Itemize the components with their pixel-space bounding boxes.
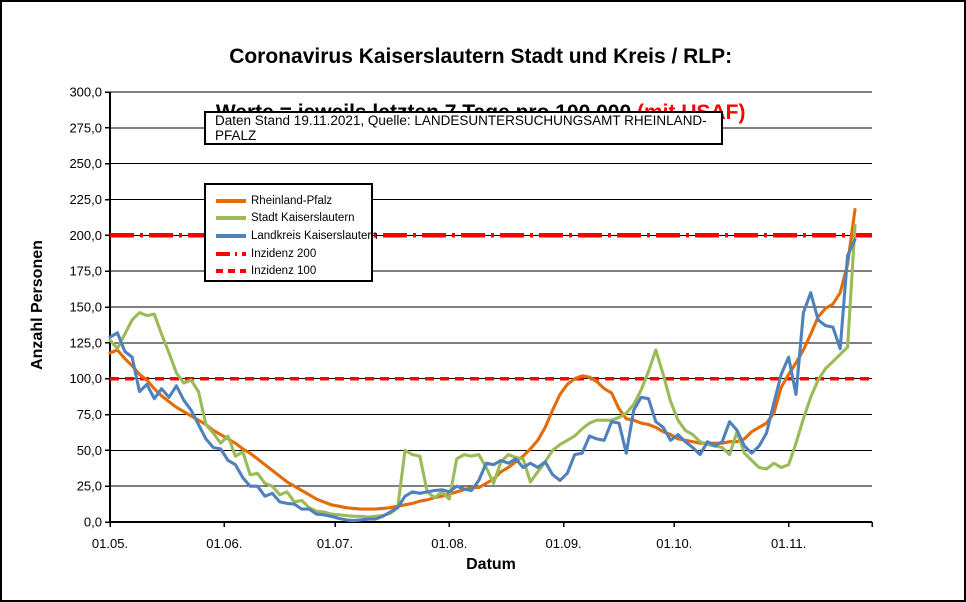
svg-text:01.06.: 01.06. <box>206 536 242 551</box>
svg-text:125,0: 125,0 <box>69 335 102 350</box>
legend-item-landkreis-kaiserslautern: Landkreis Kaiserslautern <box>216 227 378 245</box>
svg-text:01.11.: 01.11. <box>771 536 806 551</box>
svg-text:50,0: 50,0 <box>77 443 102 458</box>
x-axis-title: Datum <box>466 556 516 573</box>
legend-label-inzidenz-100: Inzidenz 100 <box>251 265 317 278</box>
chart-title-line1: Coronavirus Kaiserslautern Stadt und Kre… <box>229 45 733 68</box>
svg-text:250,0: 250,0 <box>69 156 102 171</box>
legend-marker-rheinland-pfalz <box>216 198 246 203</box>
y-axis-title: Anzahl Personen <box>29 240 46 370</box>
legend-label-stadt-kaiserslautern: Stadt Kaiserslautern <box>251 212 355 225</box>
svg-text:300,0: 300,0 <box>69 85 102 100</box>
svg-text:75,0: 75,0 <box>77 407 102 422</box>
svg-text:200,0: 200,0 <box>69 228 102 243</box>
svg-text:01.09.: 01.09. <box>546 536 582 551</box>
svg-text:0,0: 0,0 <box>84 515 102 530</box>
legend-item-rheinland-pfalz: Rheinland-Pfalz <box>216 192 371 210</box>
legend-label-rheinland-pfalz: Rheinland-Pfalz <box>251 194 333 207</box>
legend-marker-inzidenz-100 <box>216 269 246 274</box>
svg-text:275,0: 275,0 <box>69 120 102 135</box>
legend-label-landkreis-kaiserslautern: Landkreis Kaiserslautern <box>251 229 378 242</box>
svg-text:01.05.: 01.05. <box>92 536 128 551</box>
legend-marker-landkreis-kaiserslautern <box>216 233 246 238</box>
svg-text:100,0: 100,0 <box>69 371 102 386</box>
legend-label-inzidenz-200: Inzidenz 200 <box>251 247 317 260</box>
legend: Rheinland-Pfalz Stadt Kaiserslautern Lan… <box>204 183 378 282</box>
legend-item-stadt-kaiserslautern: Stadt Kaiserslautern <box>216 210 371 228</box>
legend-item-inzidenz-100: Inzidenz 100 <box>216 262 371 280</box>
svg-text:25,0: 25,0 <box>77 479 102 494</box>
svg-text:01.08.: 01.08. <box>431 536 467 551</box>
legend-marker-stadt-kaiserslautern <box>216 216 246 221</box>
svg-text:01.10.: 01.10. <box>656 536 692 551</box>
data-source-box: Daten Stand 19.11.2021, Quelle: LANDESUN… <box>204 111 723 145</box>
svg-text:175,0: 175,0 <box>69 264 102 279</box>
legend-item-inzidenz-200: Inzidenz 200 <box>216 245 371 263</box>
legend-marker-inzidenz-200 <box>216 251 246 256</box>
svg-text:225,0: 225,0 <box>69 192 102 207</box>
svg-text:01.07.: 01.07. <box>317 536 353 551</box>
data-source-text: Daten Stand 19.11.2021, Quelle: LANDESUN… <box>215 113 707 143</box>
svg-text:150,0: 150,0 <box>69 300 102 315</box>
